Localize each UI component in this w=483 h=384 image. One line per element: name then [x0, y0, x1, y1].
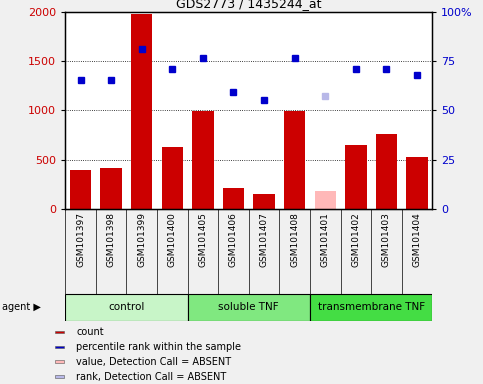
Bar [192, 111, 213, 209]
Bar [70, 170, 91, 209]
Text: GSM101404: GSM101404 [412, 212, 422, 266]
Text: GSM101401: GSM101401 [321, 212, 330, 267]
Bar [100, 168, 122, 209]
Bar [131, 15, 153, 209]
Text: GSM101398: GSM101398 [107, 212, 115, 267]
Text: value, Detection Call = ABSENT: value, Detection Call = ABSENT [76, 357, 231, 367]
Bar [254, 194, 275, 209]
Text: transmembrane TNF: transmembrane TNF [317, 302, 425, 312]
Bar [376, 134, 397, 209]
Bar [55, 376, 64, 378]
Text: GSM101403: GSM101403 [382, 212, 391, 267]
Text: control: control [108, 302, 144, 312]
Text: GSM101406: GSM101406 [229, 212, 238, 267]
Bar [65, 294, 187, 321]
Text: GSM101405: GSM101405 [199, 212, 207, 267]
Text: GSM101400: GSM101400 [168, 212, 177, 267]
Text: percentile rank within the sample: percentile rank within the sample [76, 342, 241, 352]
Bar [55, 331, 64, 333]
Bar [345, 145, 367, 209]
Text: GSM101407: GSM101407 [259, 212, 269, 267]
Bar [314, 191, 336, 209]
Bar [406, 157, 428, 209]
Text: GSM101408: GSM101408 [290, 212, 299, 267]
Bar [223, 188, 244, 209]
Title: GDS2773 / 1435244_at: GDS2773 / 1435244_at [176, 0, 322, 10]
Bar [162, 147, 183, 209]
Text: GSM101397: GSM101397 [76, 212, 85, 267]
Text: soluble TNF: soluble TNF [218, 302, 279, 312]
Bar [187, 294, 310, 321]
Bar [55, 361, 64, 363]
Text: GSM101402: GSM101402 [351, 212, 360, 266]
Text: count: count [76, 327, 104, 337]
Text: rank, Detection Call = ABSENT: rank, Detection Call = ABSENT [76, 372, 227, 382]
Text: agent ▶: agent ▶ [2, 302, 41, 312]
Bar [310, 294, 432, 321]
Bar [55, 346, 64, 348]
Text: GSM101399: GSM101399 [137, 212, 146, 267]
Bar [284, 111, 305, 209]
